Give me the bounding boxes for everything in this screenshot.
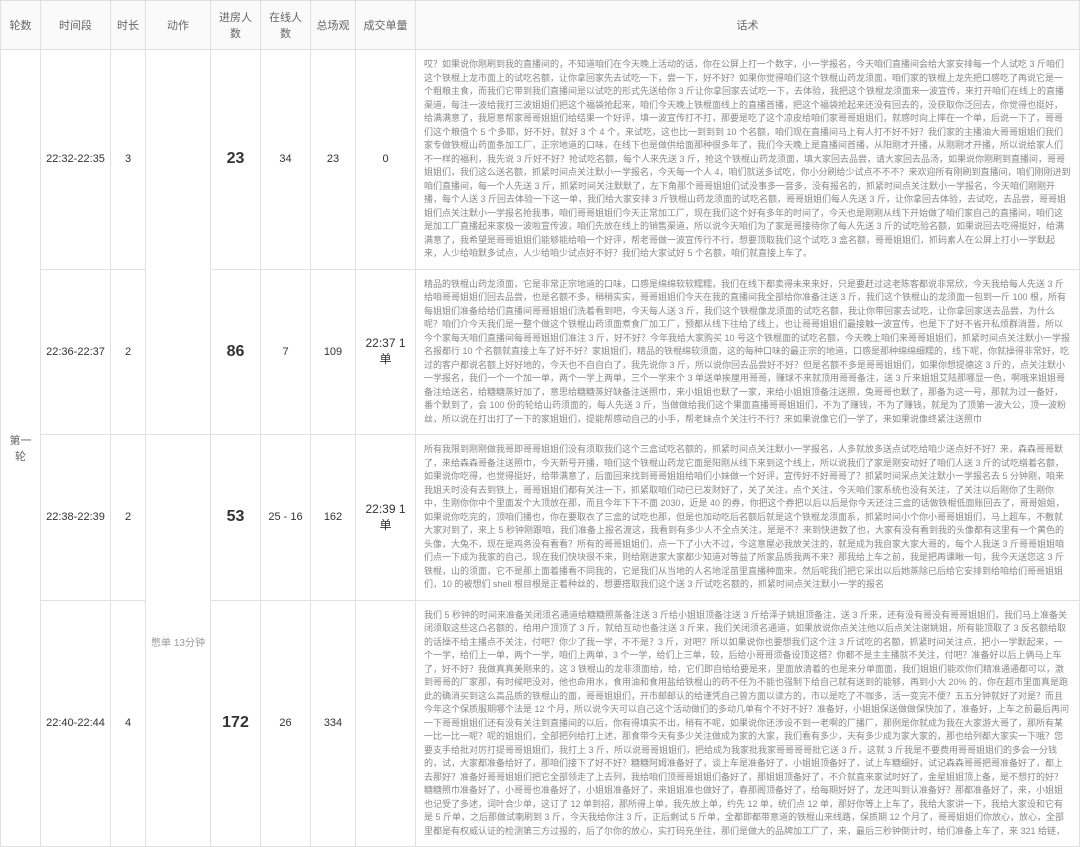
- timeslot-cell: 22:40-22:44: [41, 600, 111, 847]
- enter-cell: 86: [211, 269, 261, 435]
- enter-cell: 53: [211, 435, 261, 601]
- duration-cell: 3: [111, 50, 146, 270]
- action-cell: [146, 50, 211, 435]
- livestream-analytics-table: 轮数 时间段 时长 动作 进房人数 在线人数 总场观 成交单量 话术 第一轮 2…: [0, 0, 1080, 847]
- enter-cell: 172: [211, 600, 261, 847]
- col-header-online: 在线人数: [261, 1, 311, 50]
- script-cell: 哎？如果说你刚刷到我的直播间的，不知道咱们在今天晚上活动的话，你在公屏上打一个数…: [416, 50, 1080, 270]
- col-header-duration: 时长: [111, 1, 146, 50]
- script-cell: 所有我限到刚刚做我哥即哥哥姐姐们没有须取我们这个三盒试吃名额的，抓紧时间点关注默…: [416, 435, 1080, 601]
- online-cell: 26: [261, 600, 311, 847]
- col-header-enter: 进房人数: [211, 1, 261, 50]
- col-header-order: 成交单量: [356, 1, 416, 50]
- duration-cell: 2: [111, 269, 146, 435]
- watch-cell: 23: [311, 50, 356, 270]
- action-note: 憋单 13分钟: [150, 634, 206, 649]
- script-cell: 我们 5 秒钟的时间来准备关闭须名通道给糖糖照蒸备注送 3 斤给小姐姐顶备注送 …: [416, 600, 1080, 847]
- online-cell: 34: [261, 50, 311, 270]
- online-cell: 25 - 16: [261, 435, 311, 601]
- online-cell: 7: [261, 269, 311, 435]
- col-header-round: 轮数: [1, 1, 41, 50]
- enter-cell: 23: [211, 50, 261, 270]
- duration-cell: 4: [111, 600, 146, 847]
- timeslot-cell: 22:38-22:39: [41, 435, 111, 601]
- action-cell: 憋单 13分钟: [146, 435, 211, 847]
- order-cell: 0: [356, 50, 416, 270]
- data-row: 第一轮 22:32-22:35 3 23 34 23 0 哎？如果说你刚刷到我的…: [1, 50, 1080, 270]
- col-header-action: 动作: [146, 1, 211, 50]
- order-cell: 22:39 1单: [356, 435, 416, 601]
- timeslot-cell: 22:32-22:35: [41, 50, 111, 270]
- timeslot-cell: 22:36-22:37: [41, 269, 111, 435]
- duration-cell: 2: [111, 435, 146, 601]
- round-label: 第一轮: [1, 50, 41, 847]
- col-header-watch: 总场观: [311, 1, 356, 50]
- watch-cell: 109: [311, 269, 356, 435]
- header-row: 轮数 时间段 时长 动作 进房人数 在线人数 总场观 成交单量 话术: [1, 1, 1080, 50]
- data-row: 22:38-22:39 2 憋单 13分钟 53 25 - 16 162 22:…: [1, 435, 1080, 601]
- script-cell: 精品的铁棍山药龙须面，它是非常正宗地道的口味，口感是绵绵软软糯糯，我们在线下都卖…: [416, 269, 1080, 435]
- watch-cell: 334: [311, 600, 356, 847]
- col-header-script: 话术: [416, 1, 1080, 50]
- col-header-timeslot: 时间段: [41, 1, 111, 50]
- watch-cell: 162: [311, 435, 356, 601]
- order-cell: 22:37 1单: [356, 269, 416, 435]
- order-cell: [356, 600, 416, 847]
